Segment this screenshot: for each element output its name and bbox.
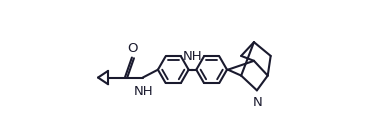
- Text: O: O: [128, 42, 138, 55]
- Text: N: N: [253, 96, 263, 109]
- Text: NH: NH: [134, 85, 154, 98]
- Text: NH: NH: [183, 50, 202, 63]
